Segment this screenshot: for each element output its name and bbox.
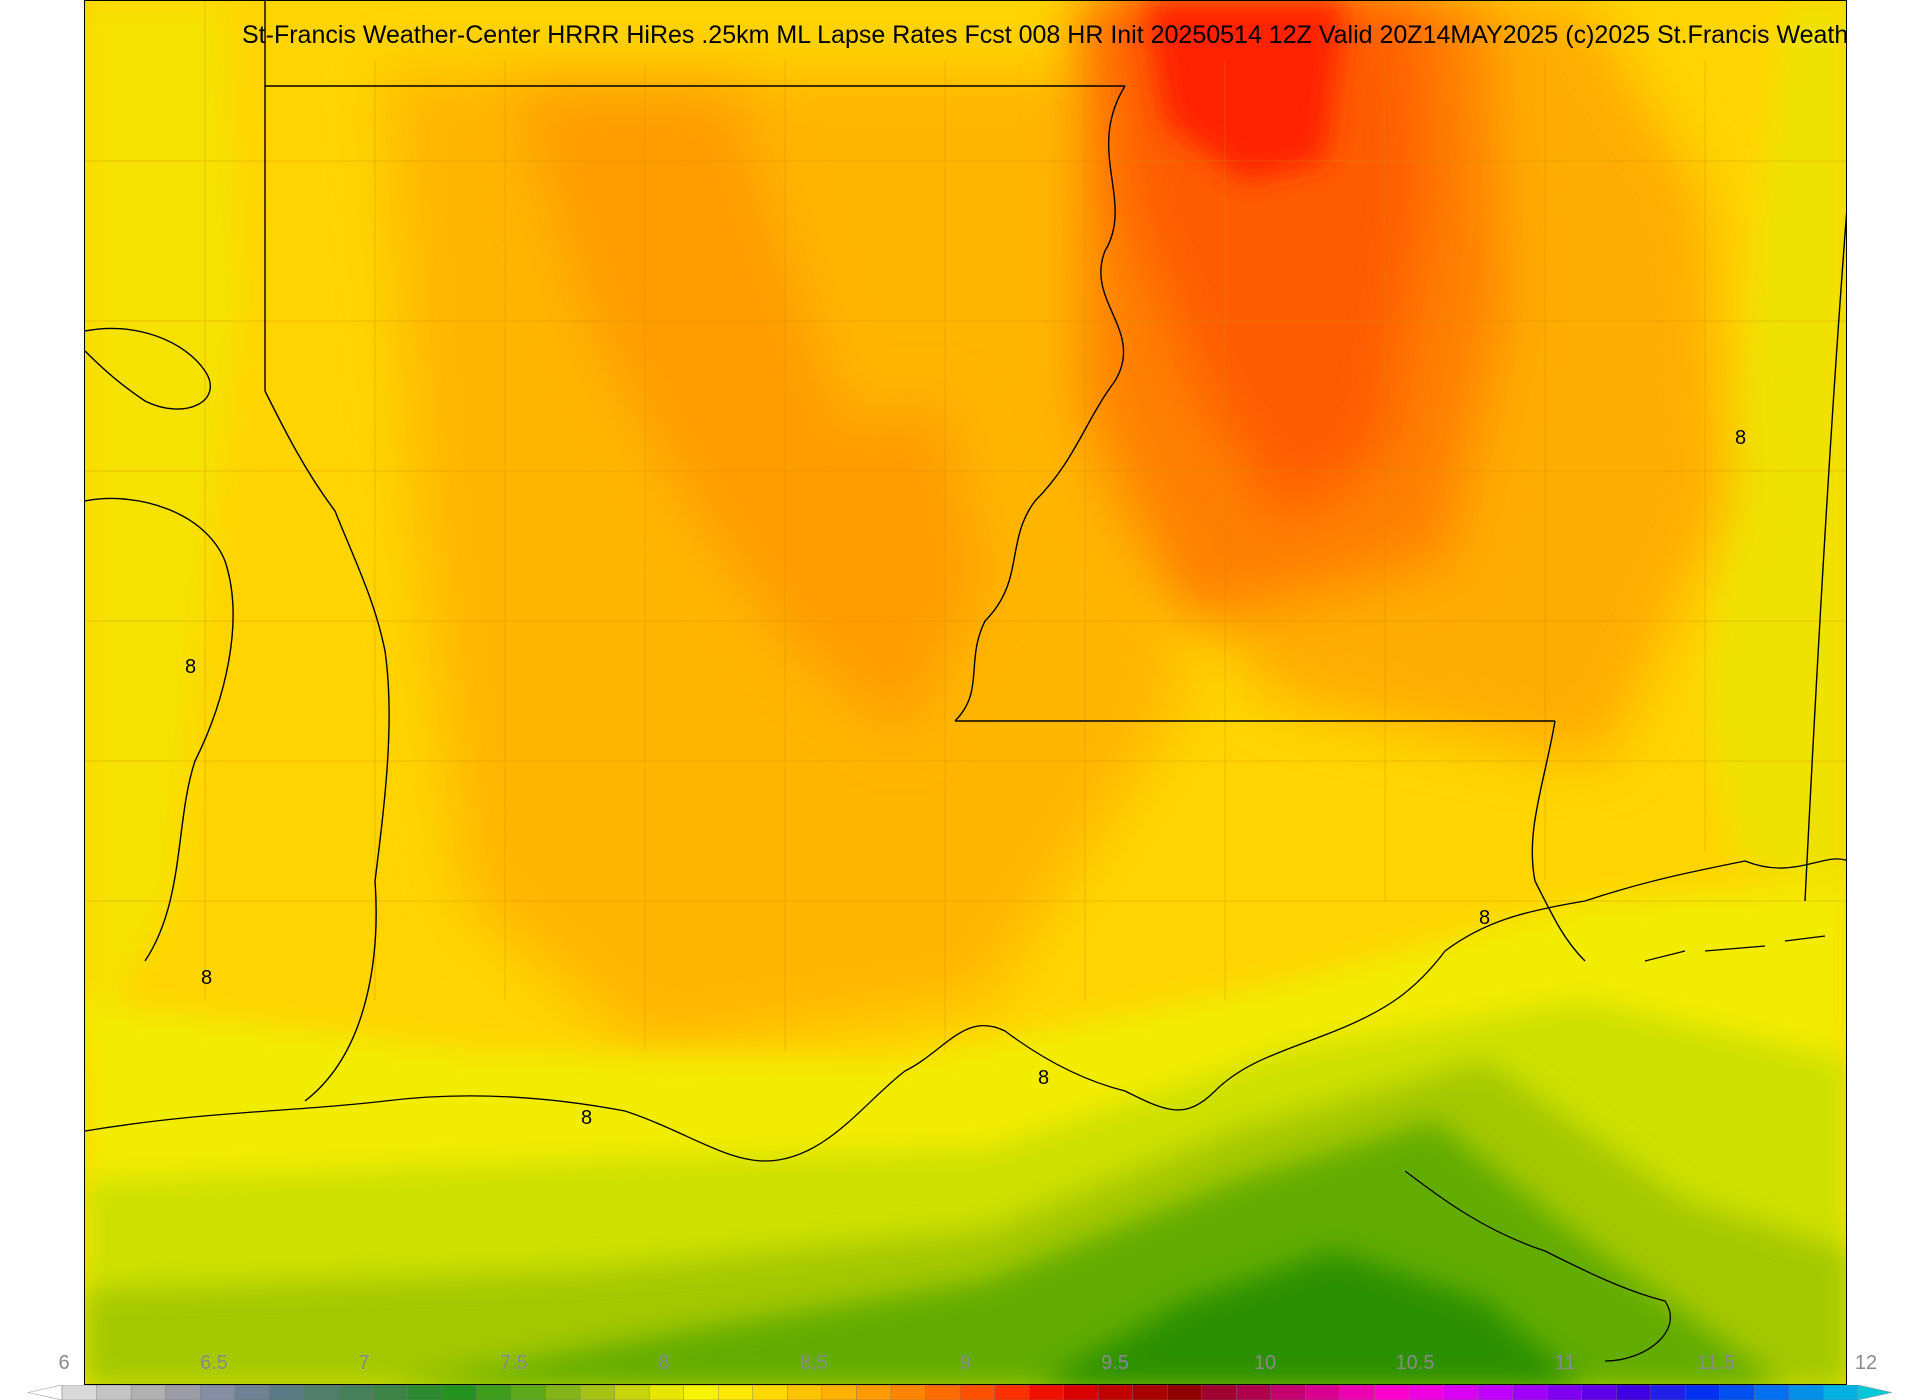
colorbar-cell bbox=[1823, 1385, 1859, 1400]
colorbar-cell bbox=[959, 1385, 996, 1400]
colorbar-tick-label: 6 bbox=[58, 1352, 70, 1374]
colorbar-cells bbox=[28, 1385, 1892, 1400]
colorbar-cell bbox=[407, 1385, 443, 1400]
colorbar-cell bbox=[61, 1385, 98, 1400]
colorbar-cell bbox=[648, 1385, 685, 1400]
colorbar-cell bbox=[510, 1385, 547, 1400]
pearl-river-border bbox=[1531, 720, 1586, 962]
colorbar-cell bbox=[303, 1385, 340, 1400]
texas-county-outline bbox=[85, 327, 211, 410]
mississippi-river-border bbox=[954, 85, 1126, 722]
colorbar-cell bbox=[925, 1385, 961, 1400]
colorbar-cell bbox=[1167, 1385, 1203, 1400]
colorbar-cell bbox=[1546, 1385, 1583, 1400]
map-title: St-Francis Weather-Center HRRR HiRes .25… bbox=[242, 21, 1847, 49]
state-boundaries bbox=[85, 1, 1846, 1102]
colorbar-cell bbox=[1719, 1385, 1756, 1400]
coastline bbox=[85, 858, 1846, 1362]
colorbar-tick-label: 11 bbox=[1554, 1352, 1576, 1374]
colorbar-cell bbox=[890, 1385, 927, 1400]
colorbar-cell bbox=[821, 1385, 858, 1400]
colorbar-cell bbox=[1339, 1385, 1376, 1400]
colorbar-cell bbox=[856, 1385, 892, 1400]
contour-label: 8 bbox=[201, 967, 212, 989]
colorbar-cell bbox=[718, 1385, 754, 1400]
colorbar-cell bbox=[269, 1385, 305, 1400]
colorbar-cell bbox=[614, 1385, 650, 1400]
colorbar-cell bbox=[683, 1385, 719, 1400]
colorbar-tick-label: 9 bbox=[959, 1352, 971, 1374]
colorbar-cell bbox=[1028, 1385, 1065, 1400]
colorbar-tick-label: 11.5 bbox=[1697, 1352, 1735, 1374]
colorbar-cell bbox=[1408, 1385, 1445, 1400]
colorbar-cell bbox=[372, 1385, 409, 1400]
colorbar-cell bbox=[752, 1385, 789, 1400]
mississippi-alabama-border bbox=[1804, 211, 1846, 902]
colorbar-cell bbox=[579, 1385, 616, 1400]
colorbar-tick-label: 8.5 bbox=[800, 1352, 828, 1374]
field-yellow-west bbox=[85, 1, 245, 1061]
colorbar-cell bbox=[476, 1385, 512, 1400]
colorbar-cell bbox=[199, 1385, 236, 1400]
colorbar-tick-label: 12 bbox=[1854, 1352, 1878, 1374]
colorbar-cell bbox=[787, 1385, 823, 1400]
colorbar-cell bbox=[1581, 1385, 1617, 1400]
map-panel: 8 8 8 8 8 8 St-Francis Weather-Center HR… bbox=[84, 0, 1847, 1385]
louisiana-coastline bbox=[85, 858, 1846, 1162]
colorbar bbox=[28, 1385, 1892, 1400]
colorbar-cell bbox=[1270, 1385, 1307, 1400]
colorbar-cell bbox=[1616, 1385, 1652, 1400]
contour-label: 8 bbox=[1735, 427, 1746, 449]
colorbar-tick-label: 8 bbox=[658, 1352, 670, 1374]
colorbar-cell bbox=[441, 1385, 478, 1400]
lapse-rate-map: 8 8 8 8 8 8 bbox=[85, 1, 1846, 1384]
contour-label: 8 bbox=[1479, 907, 1490, 929]
colorbar-cell bbox=[1443, 1385, 1479, 1400]
colorbar-cell bbox=[1201, 1385, 1238, 1400]
colorbar-cell bbox=[1063, 1385, 1099, 1400]
colorbar-cell bbox=[1374, 1385, 1410, 1400]
colorbar-tick-label: 7.5 bbox=[500, 1352, 528, 1374]
colorbar-cell bbox=[234, 1385, 270, 1400]
colorbar-cell bbox=[1685, 1385, 1721, 1400]
colorbar-cell bbox=[1305, 1385, 1341, 1400]
texas-county-outline-2 bbox=[85, 497, 234, 962]
colorbar-cell bbox=[165, 1385, 201, 1400]
colorbar-cell bbox=[1477, 1385, 1514, 1400]
contour-label: 8 bbox=[581, 1107, 592, 1129]
colorbar-cell bbox=[1512, 1385, 1548, 1400]
colorbar-cell bbox=[1788, 1385, 1825, 1400]
field-deep-green bbox=[1038, 1251, 1583, 1384]
color-filled-contours bbox=[85, 1, 1846, 1384]
field-orange-central bbox=[515, 91, 985, 741]
delta-coast bbox=[1404, 1170, 1671, 1362]
county-boundaries bbox=[85, 1, 1846, 1051]
contour-label: 8 bbox=[185, 656, 196, 678]
colorbar-cell bbox=[994, 1385, 1030, 1400]
colorbar-cell bbox=[96, 1385, 132, 1400]
colorbar-cell bbox=[1132, 1385, 1168, 1400]
barrier-islands bbox=[1644, 935, 1826, 962]
contour-labels: 8 8 8 8 8 8 bbox=[185, 427, 1746, 1129]
colorbar-tick-label: 7 bbox=[358, 1352, 370, 1374]
colorbar-cell bbox=[1236, 1385, 1272, 1400]
colorbar-tick-label: 10 bbox=[1253, 1352, 1277, 1374]
field-yellow-east bbox=[1705, 1, 1846, 901]
colorbar-cell bbox=[1650, 1385, 1687, 1400]
colorbar-tick-label: 6.5 bbox=[200, 1352, 228, 1374]
contour-label: 8 bbox=[1038, 1067, 1049, 1089]
colorbar-cell bbox=[338, 1385, 374, 1400]
colorbar-cell bbox=[545, 1385, 581, 1400]
colorbar-high-cap bbox=[1857, 1385, 1892, 1400]
sabine-river bbox=[264, 390, 390, 1102]
colorbar-low-cap bbox=[28, 1385, 63, 1400]
colorbar-cell bbox=[130, 1385, 167, 1400]
colorbar-tick-label: 10.5 bbox=[1395, 1352, 1435, 1374]
field-red-max bbox=[1145, 1, 1345, 181]
colorbar-cell bbox=[1754, 1385, 1790, 1400]
colorbar-cell bbox=[1097, 1385, 1134, 1400]
colorbar-tick-label: 9.5 bbox=[1101, 1352, 1129, 1374]
